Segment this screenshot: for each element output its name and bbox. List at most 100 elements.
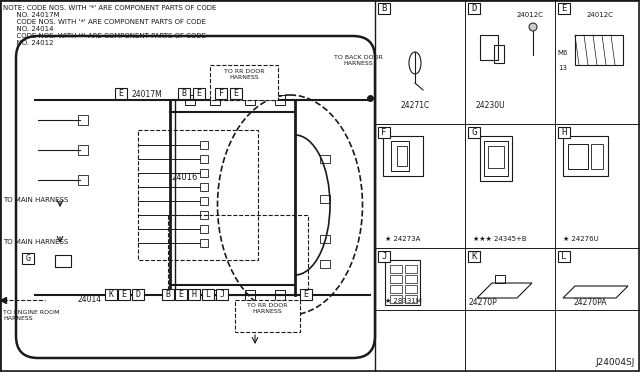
Text: H: H	[191, 290, 196, 299]
Text: E: E	[122, 290, 127, 299]
Bar	[138, 130, 258, 260]
Text: E: E	[303, 290, 308, 299]
Bar	[185, 95, 195, 105]
Text: 24016: 24016	[172, 173, 198, 183]
Bar	[78, 115, 88, 125]
Bar	[575, 35, 623, 65]
Bar	[320, 260, 330, 268]
Bar	[391, 141, 409, 171]
Text: 24012C: 24012C	[587, 12, 613, 18]
Text: G: G	[471, 128, 477, 137]
Ellipse shape	[529, 23, 537, 31]
Text: 24230U: 24230U	[475, 100, 505, 109]
Text: TO ENGINE ROOM
HARNESS: TO ENGINE ROOM HARNESS	[3, 310, 60, 321]
Bar	[178, 88, 190, 99]
Bar	[378, 3, 390, 14]
Bar	[78, 175, 88, 185]
Bar	[378, 127, 390, 138]
Bar	[210, 290, 220, 300]
Bar	[484, 141, 508, 176]
Bar	[275, 95, 285, 105]
Bar	[468, 127, 480, 138]
Bar	[215, 88, 227, 99]
Bar	[320, 195, 330, 203]
Bar	[22, 253, 34, 264]
Bar	[193, 88, 205, 99]
Text: NOTE: CODE NOS. WITH '*' ARE COMPONENT PARTS OF CODE
      NO. 24017M
      CODE: NOTE: CODE NOS. WITH '*' ARE COMPONENT P…	[3, 5, 216, 46]
Bar	[563, 136, 608, 176]
Bar	[175, 289, 187, 300]
Bar	[200, 239, 208, 247]
Bar	[185, 290, 195, 300]
Bar	[405, 295, 417, 303]
Bar	[235, 300, 300, 332]
Bar	[118, 289, 130, 300]
Text: F: F	[381, 128, 387, 137]
Text: M6: M6	[557, 50, 568, 56]
Text: J: J	[220, 290, 225, 299]
Bar	[558, 3, 570, 14]
Text: ★ 24273A: ★ 24273A	[385, 236, 420, 242]
Text: B: B	[166, 290, 170, 299]
Bar	[378, 251, 390, 262]
Bar	[168, 215, 308, 295]
Bar	[115, 88, 127, 99]
Text: 24271C: 24271C	[401, 100, 429, 109]
Text: TO RR DOOR
HARNESS: TO RR DOOR HARNESS	[224, 69, 264, 80]
Bar	[132, 289, 144, 300]
Bar	[405, 285, 417, 293]
Bar	[591, 144, 603, 169]
Text: TO RR DOOR
HARNESS: TO RR DOOR HARNESS	[247, 303, 287, 314]
Text: 24270PA: 24270PA	[573, 298, 607, 307]
Bar	[200, 169, 208, 177]
Bar	[245, 290, 255, 300]
Bar	[245, 95, 255, 105]
Text: D: D	[471, 4, 477, 13]
Bar	[390, 285, 402, 293]
Bar	[55, 255, 71, 267]
Text: TO MAIN HARNESS: TO MAIN HARNESS	[3, 239, 68, 245]
Bar	[390, 275, 402, 283]
Bar	[210, 95, 220, 105]
Text: H: H	[561, 128, 566, 137]
Text: ★ 24276U: ★ 24276U	[563, 236, 599, 242]
Text: E: E	[179, 290, 184, 299]
Text: B: B	[381, 4, 387, 13]
Text: E: E	[561, 4, 566, 13]
Bar	[568, 144, 588, 169]
Text: E: E	[196, 89, 202, 98]
Bar	[468, 3, 480, 14]
Bar	[216, 289, 228, 300]
Text: L: L	[561, 252, 566, 261]
Text: 24014: 24014	[78, 295, 102, 305]
Text: E: E	[234, 89, 239, 98]
Bar	[320, 235, 330, 243]
Bar	[275, 290, 285, 300]
Text: ★ 28331M: ★ 28331M	[385, 298, 422, 304]
Bar	[494, 45, 504, 63]
Bar	[385, 260, 420, 305]
Text: TO MAIN HARNESS: TO MAIN HARNESS	[3, 197, 68, 203]
Text: E: E	[118, 89, 124, 98]
Bar	[200, 141, 208, 149]
Text: J24004SJ: J24004SJ	[596, 358, 635, 367]
Bar	[200, 183, 208, 191]
Bar	[397, 146, 407, 166]
Text: L: L	[205, 290, 211, 299]
Text: K: K	[471, 252, 477, 261]
Text: D: D	[136, 290, 141, 299]
Bar	[202, 289, 214, 300]
Bar	[480, 136, 512, 181]
Bar	[390, 295, 402, 303]
Bar	[300, 289, 312, 300]
Text: TO BACK DOOR
HARNESS: TO BACK DOOR HARNESS	[333, 55, 383, 66]
Bar	[230, 88, 242, 99]
Bar	[480, 35, 498, 60]
Bar	[405, 275, 417, 283]
Bar	[488, 146, 504, 168]
Bar	[162, 289, 174, 300]
Text: B: B	[182, 89, 186, 98]
Bar	[200, 211, 208, 219]
Bar	[105, 289, 117, 300]
Bar	[78, 145, 88, 155]
